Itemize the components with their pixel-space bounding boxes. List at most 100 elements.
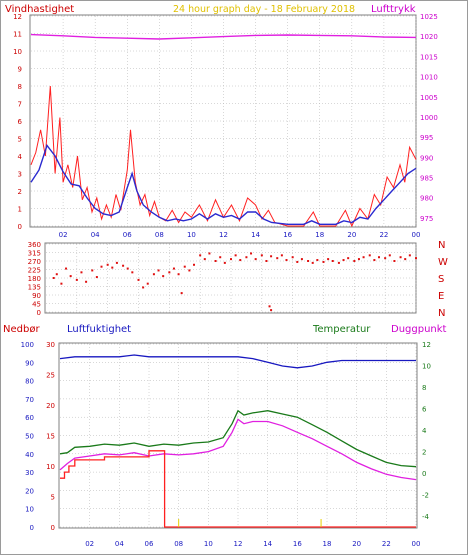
direction-dot xyxy=(172,267,175,270)
y-tick-label: 6 xyxy=(422,406,427,414)
y-tick-label: 5 xyxy=(18,136,22,144)
direction-dot xyxy=(85,280,88,283)
direction-dot xyxy=(384,257,387,260)
humidity-axis-label: Luftfuktighet xyxy=(67,324,131,335)
x-tick-label: 12 xyxy=(234,540,243,548)
direction-dot xyxy=(52,277,55,279)
direction-dot xyxy=(115,261,118,264)
rain-axis: 0 5 10 15 20 25 30 xyxy=(46,341,55,532)
direction-dot xyxy=(208,252,211,255)
direction-dot xyxy=(362,256,365,259)
humidity-panel-x-axis: 02 04 06 08 10 12 14 16 18 20 22 00 xyxy=(85,540,420,548)
humidity-panel-series xyxy=(59,354,417,528)
direction-dot xyxy=(180,292,183,295)
x-tick-label: 10 xyxy=(204,540,213,548)
direction-dot xyxy=(219,256,222,259)
direction-dot xyxy=(245,256,248,259)
direction-dot xyxy=(223,261,226,264)
x-tick-label: 18 xyxy=(323,540,332,548)
direction-dot xyxy=(260,254,263,257)
direction-dot xyxy=(331,260,334,262)
direction-dot xyxy=(162,275,165,278)
direction-dot xyxy=(276,257,279,260)
y-tick-label: 2 xyxy=(18,188,22,196)
direction-dot xyxy=(280,254,283,257)
y-tick-label: 40 xyxy=(25,451,34,459)
y-tick-label: 0 xyxy=(37,309,41,317)
x-tick-label: 02 xyxy=(59,231,68,239)
direction-dot xyxy=(408,254,411,257)
direction-dot xyxy=(373,259,376,262)
y-tick-label: 0 xyxy=(422,470,426,478)
y-tick-label: 10 xyxy=(13,48,22,56)
y-tick-label: 315 xyxy=(28,250,41,258)
y-tick-label: 1010 xyxy=(420,74,438,82)
y-tick-label: 1000 xyxy=(420,114,438,122)
series-line-2 xyxy=(59,418,417,481)
y-tick-label: 1020 xyxy=(420,33,438,41)
wind-direction-series xyxy=(52,252,417,312)
y-tick-label: -4 xyxy=(422,513,430,521)
direction-dot xyxy=(157,269,160,272)
y-tick-label: 100 xyxy=(21,341,34,349)
direction-dot xyxy=(126,267,129,270)
wind-panel-x-axis: 02 04 06 08 10 12 14 16 18 20 22 00 xyxy=(59,231,421,239)
compass-label: N xyxy=(438,240,445,251)
series-line-0 xyxy=(30,85,417,228)
direction-dot xyxy=(265,260,268,262)
x-tick-label: 00 xyxy=(412,540,421,548)
chart-title: 24 hour graph day - 18 February 2018 xyxy=(173,4,355,15)
y-tick-label: 9 xyxy=(18,66,22,74)
y-tick-label: 10 xyxy=(46,463,55,471)
x-tick-label: 20 xyxy=(352,540,361,548)
x-tick-label: 12 xyxy=(219,231,228,239)
y-tick-label: 0 xyxy=(30,524,34,532)
y-tick-label: 45 xyxy=(32,301,41,309)
x-tick-label: 02 xyxy=(85,540,94,548)
y-tick-label: 5 xyxy=(51,494,55,502)
y-tick-label: 1 xyxy=(18,206,22,214)
series-line-0 xyxy=(59,354,416,369)
direction-dot xyxy=(311,261,314,264)
direction-dot xyxy=(95,276,98,279)
y-tick-label: 360 xyxy=(28,241,41,249)
direction-dot xyxy=(322,260,325,263)
direction-dot xyxy=(404,258,407,261)
y-tick-label: 90 xyxy=(32,292,41,300)
y-tick-label: 995 xyxy=(420,134,433,142)
series-line-1 xyxy=(59,409,417,468)
direction-dot xyxy=(193,263,195,266)
y-tick-label: 50 xyxy=(25,433,34,441)
y-tick-label: 135 xyxy=(28,284,41,292)
y-tick-label: 1025 xyxy=(420,13,438,21)
direction-dot xyxy=(183,265,186,268)
y-tick-label: 4 xyxy=(422,427,427,435)
direction-dot xyxy=(91,269,94,272)
compass-label: S xyxy=(438,274,444,285)
y-tick-label: 12 xyxy=(13,13,22,21)
compass-label: N xyxy=(438,308,445,319)
direction-dot xyxy=(316,259,319,262)
direction-dot xyxy=(357,258,360,261)
y-tick-label: 60 xyxy=(25,414,34,422)
x-tick-label: 06 xyxy=(123,231,132,239)
y-tick-label: 90 xyxy=(25,359,34,367)
y-tick-label: 180 xyxy=(28,275,41,283)
y-tick-label: 975 xyxy=(420,215,433,223)
direction-dot xyxy=(378,256,380,259)
direction-dot xyxy=(268,305,271,308)
y-tick-label: 990 xyxy=(420,154,433,162)
direction-dot xyxy=(230,258,232,261)
direction-dot xyxy=(254,258,257,261)
y-tick-label: 80 xyxy=(25,378,34,386)
direction-dot xyxy=(368,254,371,257)
x-tick-label: 14 xyxy=(251,231,260,239)
direction-dot xyxy=(342,259,345,262)
direction-dot xyxy=(270,309,273,312)
direction-dot xyxy=(285,259,288,262)
